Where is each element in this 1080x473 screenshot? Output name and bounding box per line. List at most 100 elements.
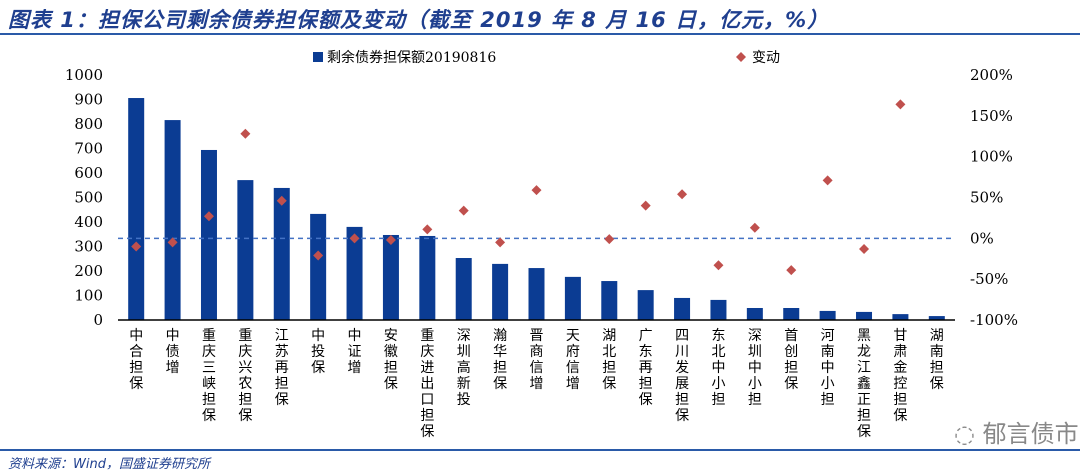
bar	[200, 149, 217, 320]
x-tick-label: 湖	[930, 328, 944, 344]
x-tick-label: 担	[893, 392, 907, 408]
scatter-point	[349, 233, 360, 244]
x-tick-label: 圳	[457, 344, 471, 360]
scatter-point	[203, 211, 214, 222]
x-tick-label: 徽	[384, 344, 398, 360]
x-tick-label: 庆	[420, 344, 434, 360]
x-tick-label: 东	[711, 328, 725, 344]
x-tick-label: 峡	[202, 376, 216, 392]
scatter-point	[749, 222, 760, 233]
scatter-point	[822, 175, 833, 186]
x-tick-label: 进	[420, 360, 434, 376]
left-tick-label: 0	[93, 311, 103, 329]
x-tick-label: 深	[748, 328, 762, 344]
scatter-point	[640, 200, 651, 211]
x-tick-label: 展	[675, 376, 689, 392]
x-tick-label: 中	[348, 328, 362, 344]
x-tick-label: 甘	[893, 328, 907, 344]
x-tick-label: 担	[639, 376, 653, 392]
watermark: ◌ 郁言债市	[954, 414, 1079, 449]
x-tick-label: 合	[129, 344, 143, 360]
scatter-point	[786, 265, 797, 276]
footer-divider	[0, 449, 1080, 451]
x-tick-label: 保	[493, 376, 507, 392]
x-tick-label: 中	[129, 328, 143, 344]
scatter-point	[531, 185, 542, 196]
x-tick-label: 担	[129, 360, 143, 376]
x-tick-label: 北	[602, 344, 616, 360]
x-tick-label: 担	[202, 392, 216, 408]
left-tick-label: 300	[74, 238, 103, 256]
x-tick-label: 担	[384, 360, 398, 376]
x-tick-label: 保	[238, 408, 252, 424]
x-tick-label: 保	[857, 424, 871, 440]
left-tick-label: 1000	[65, 66, 103, 84]
wechat-icon: ◌	[954, 420, 975, 448]
x-tick-label: 保	[602, 376, 616, 392]
legend-point-label: 变动	[752, 50, 780, 66]
x-tick-label: 重	[202, 328, 216, 344]
x-tick-label: 保	[420, 424, 434, 440]
x-tick-label: 正	[857, 392, 871, 408]
x-tick-label: 保	[675, 408, 689, 424]
x-tick-label: 晋	[530, 328, 544, 344]
x-tick-label: 金	[893, 360, 907, 376]
scatter-point	[313, 250, 324, 261]
bar	[164, 120, 181, 320]
x-tick-label: 担	[784, 360, 798, 376]
x-tick-label: 中	[821, 360, 835, 376]
right-tick-label: 100%	[970, 148, 1013, 166]
x-tick-label: 保	[129, 376, 143, 392]
source-note: 资料来源：Wind，国盛证券研究所	[8, 457, 210, 472]
x-tick-label: 庆	[202, 344, 216, 360]
scatter-point	[458, 205, 469, 216]
x-tick-label: 黑	[857, 328, 871, 344]
x-tick-label: 投	[311, 344, 325, 360]
x-tick-label: 担	[930, 360, 944, 376]
scatter-point	[895, 99, 906, 110]
x-tick-label: 保	[275, 392, 289, 408]
left-tick-label: 100	[74, 287, 103, 305]
x-tick-label: 投	[457, 392, 471, 408]
x-tick-label: 担	[711, 392, 725, 408]
bar	[746, 307, 763, 320]
x-tick-label: 保	[930, 376, 944, 392]
left-tick-label: 500	[74, 189, 103, 207]
x-tick-label: 增	[566, 376, 580, 392]
x-tick-label: 高	[457, 359, 471, 376]
x-tick-label: 瀚	[493, 328, 507, 344]
bar	[819, 310, 836, 320]
scatter-point	[167, 237, 178, 248]
bar	[928, 316, 945, 320]
scatter-point	[677, 189, 688, 200]
bar	[601, 281, 618, 320]
chart-title: 图表 1：担保公司剩余债券担保额及变动（截至 2019 年 8 月 16 日，亿…	[8, 8, 830, 32]
bar	[783, 307, 800, 320]
left-tick-label: 900	[74, 91, 103, 109]
x-tick-label: 发	[675, 360, 689, 376]
x-tick-label: 三	[202, 360, 216, 376]
x-tick-label: 四	[675, 328, 689, 344]
x-tick-label: 担	[602, 360, 616, 376]
x-tick-label: 保	[202, 408, 216, 424]
legend-bar-swatch	[313, 52, 323, 62]
x-tick-label: 担	[748, 392, 762, 408]
title-divider	[0, 33, 1080, 35]
x-tick-label: 保	[384, 376, 398, 392]
x-tick-label: 安	[384, 328, 398, 344]
right-tick-label: 50%	[970, 189, 1003, 207]
x-tick-label: 小	[711, 376, 725, 392]
scatter-point	[604, 234, 615, 245]
x-tick-label: 新	[457, 376, 471, 392]
x-tick-label: 河	[821, 328, 835, 344]
x-tick-label: 南	[821, 344, 835, 360]
left-tick-label: 700	[74, 140, 103, 158]
x-tick-label: 湖	[602, 328, 616, 344]
x-tick-label: 担	[493, 360, 507, 376]
x-tick-label: 保	[311, 360, 325, 376]
x-tick-label: 小	[821, 376, 835, 392]
x-tick-label: 首	[784, 328, 798, 344]
bar	[237, 180, 254, 320]
x-tick-label: 担	[238, 392, 252, 408]
